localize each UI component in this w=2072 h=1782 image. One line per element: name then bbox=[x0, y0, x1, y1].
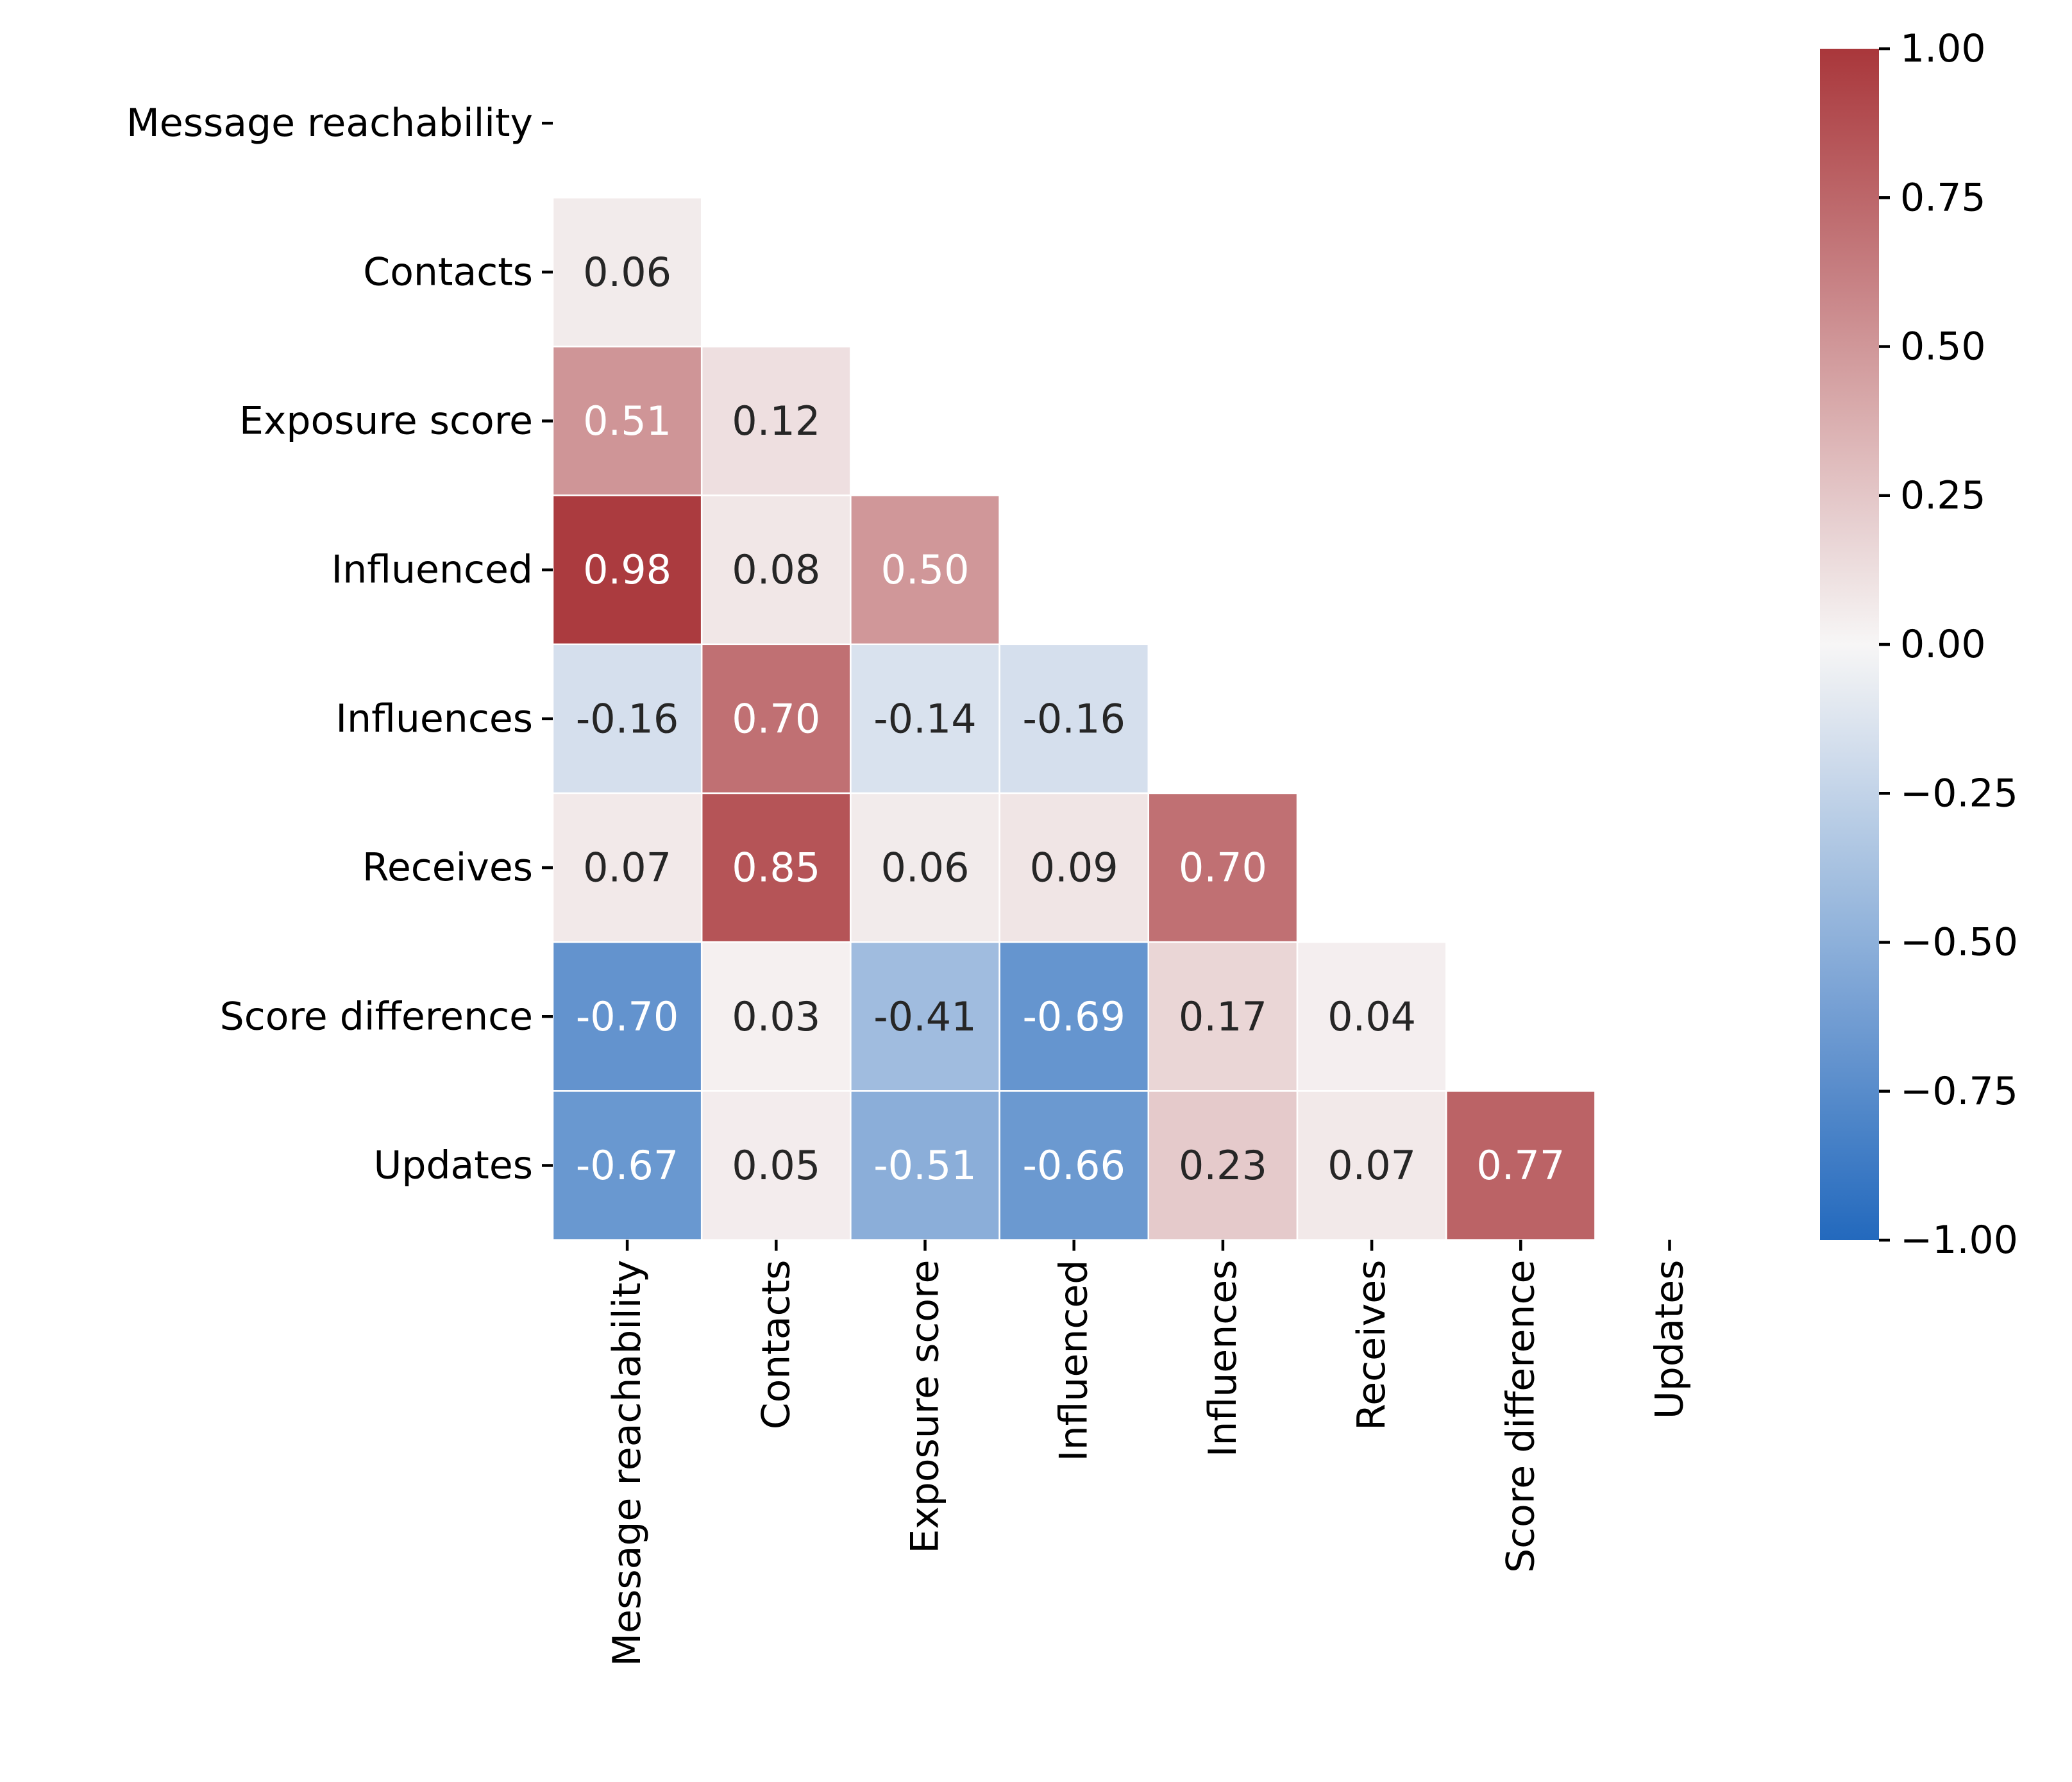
colorbar-tick-label: 1.00 bbox=[1900, 26, 1986, 71]
colorbar-tick-label: 0.50 bbox=[1900, 324, 1986, 369]
colorbar: 1.00 0.75 0.50 0.25 0.00 −0.25 −0.50 −0.75 −1.00 bbox=[1820, 26, 2018, 1263]
cell-value-label: -0.70 bbox=[576, 993, 678, 1040]
cell-value-label: 0.50 bbox=[880, 546, 969, 593]
y-tick-label-score-difference: Score difference bbox=[220, 994, 533, 1039]
heatmap-cell-influences-influenced bbox=[998, 643, 1150, 794]
heatmap-cell-influences-contacts bbox=[700, 643, 852, 794]
heatmap-cell-score-difference-receives bbox=[1296, 941, 1447, 1092]
x-axis: Message reachability Contacts Exposure sco… bbox=[605, 1240, 1692, 1667]
cell-value-label: 0.70 bbox=[732, 695, 820, 742]
heatmap-cell-receives-contacts bbox=[700, 792, 852, 943]
heatmap-cell-contacts-message-reachability bbox=[552, 196, 703, 348]
y-tick-label-contacts: Contacts bbox=[363, 249, 533, 294]
heatmap-cell-score-difference-message-reachability bbox=[552, 941, 703, 1092]
y-tick-label-influences: Influences bbox=[335, 696, 533, 741]
heatmap-cell-updates-influenced bbox=[998, 1090, 1150, 1241]
cell-value-label: -0.51 bbox=[873, 1142, 976, 1189]
heatmap-cells bbox=[552, 196, 1596, 1241]
x-tick-label-exposure-score: Exposure score bbox=[903, 1260, 948, 1554]
cell-value-label: -0.16 bbox=[576, 695, 678, 742]
heatmap-cell-receives-exposure-score bbox=[850, 792, 1000, 943]
heatmap-cell-updates-score-difference bbox=[1445, 1090, 1596, 1241]
cell-value-label: 0.77 bbox=[1476, 1142, 1565, 1189]
x-tick-label-updates: Updates bbox=[1647, 1260, 1692, 1420]
cell-value-label: -0.41 bbox=[873, 993, 976, 1040]
y-tick-label-influenced: Influenced bbox=[332, 548, 533, 593]
y-tick-label-message-reachability: Message reachability bbox=[126, 101, 533, 146]
x-tick-label-influenced: Influenced bbox=[1052, 1260, 1097, 1461]
cell-value-label: 0.08 bbox=[732, 546, 820, 593]
colorbar-tick-label: 0.25 bbox=[1900, 473, 1986, 518]
heatmap-cell-labels: 0.06 0.51 0.12 0.98 0.08 0.50 -0.16 0.70 -0.14 -0… bbox=[576, 249, 1565, 1189]
colorbar-tick-label: 0.00 bbox=[1900, 622, 1986, 667]
cell-value-label: 0.03 bbox=[732, 993, 820, 1040]
heatmap-cell-receives-influenced bbox=[998, 792, 1150, 943]
y-axis: Message reachability Contacts Exposure sco… bbox=[126, 101, 553, 1188]
heatmap-cell-updates-exposure-score bbox=[850, 1090, 1000, 1241]
heatmap-cell-score-difference-influences bbox=[1147, 941, 1299, 1092]
cell-value-label: 0.06 bbox=[880, 845, 969, 891]
heatmap-cell-influences-message-reachability bbox=[552, 643, 703, 794]
x-tick-label-receives: Receives bbox=[1349, 1260, 1394, 1431]
colorbar-tick-label: −0.25 bbox=[1900, 771, 2018, 816]
heatmap-cell-updates-contacts bbox=[700, 1090, 852, 1241]
y-tick-label-receives: Receives bbox=[362, 845, 533, 890]
cell-value-label: -0.66 bbox=[1022, 1142, 1125, 1189]
colorbar-tick-label: −0.50 bbox=[1900, 920, 2018, 965]
cell-value-label: 0.07 bbox=[583, 845, 671, 891]
cell-value-label: 0.12 bbox=[732, 398, 820, 444]
cell-value-label: 0.98 bbox=[583, 546, 671, 593]
cell-value-label: -0.16 bbox=[1022, 695, 1125, 742]
heatmap-cell-exposure-score-contacts bbox=[700, 346, 852, 496]
x-tick-label-influences: Influences bbox=[1200, 1260, 1245, 1458]
heatmap-cell-receives-influences bbox=[1147, 792, 1299, 943]
heatmap-cell-updates-message-reachability bbox=[552, 1090, 703, 1241]
x-tick-label-contacts: Contacts bbox=[754, 1260, 798, 1430]
cell-value-label: 0.23 bbox=[1179, 1142, 1267, 1189]
cell-value-label: 0.17 bbox=[1179, 993, 1267, 1040]
cell-value-label: 0.51 bbox=[583, 398, 671, 444]
cell-value-label: 0.05 bbox=[732, 1142, 820, 1189]
cell-value-label: 0.06 bbox=[583, 249, 671, 296]
heatmap-cell-updates-influences bbox=[1147, 1090, 1299, 1241]
colorbar-tick-label: −1.00 bbox=[1900, 1218, 2018, 1263]
heatmap-cell-score-difference-exposure-score bbox=[850, 941, 1000, 1092]
cell-value-label: 0.09 bbox=[1030, 845, 1118, 891]
colorbar-ticks: 1.00 0.75 0.50 0.25 0.00 −0.25 −0.50 −0.75 −1.00 bbox=[1879, 26, 2018, 1263]
heatmap-cell-influenced-message-reachability bbox=[552, 494, 703, 646]
cell-value-label: -0.14 bbox=[873, 695, 976, 742]
cell-value-label: 0.70 bbox=[1179, 845, 1267, 891]
y-tick-label-exposure-score: Exposure score bbox=[239, 399, 533, 444]
cell-value-label: -0.67 bbox=[576, 1142, 678, 1189]
x-tick-label-score-difference: Score difference bbox=[1498, 1260, 1543, 1573]
x-tick-label-message-reachability: Message reachability bbox=[605, 1260, 650, 1667]
heatmap-cell-influences-exposure-score bbox=[850, 643, 1000, 794]
cell-value-label: -0.69 bbox=[1022, 993, 1125, 1040]
heatmap-cell-score-difference-influenced bbox=[998, 941, 1150, 1092]
heatmap-cell-score-difference-contacts bbox=[700, 941, 852, 1092]
colorbar-tick-label: −0.75 bbox=[1900, 1069, 2018, 1114]
y-tick-label-updates: Updates bbox=[373, 1143, 533, 1188]
colorbar-tick-label: 0.75 bbox=[1900, 175, 1986, 220]
colorbar-gradient bbox=[1820, 49, 1879, 1240]
cell-value-label: 0.85 bbox=[732, 845, 820, 891]
cell-value-label: 0.07 bbox=[1327, 1142, 1416, 1189]
heatmap-cell-exposure-score-message-reachability bbox=[552, 346, 703, 496]
cell-value-label: 0.04 bbox=[1327, 993, 1416, 1040]
